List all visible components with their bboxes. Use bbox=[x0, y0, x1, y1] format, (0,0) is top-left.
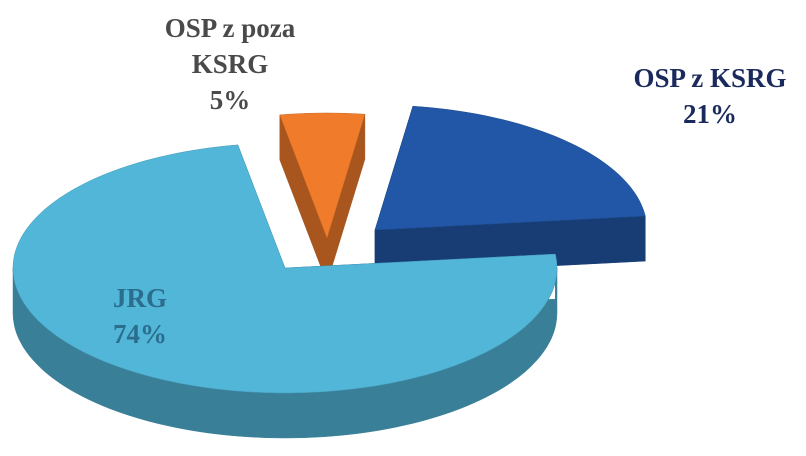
slice bbox=[374, 105, 646, 231]
slice-label: OSP z poza KSRG 5% bbox=[140, 10, 320, 118]
value-label: 21% bbox=[683, 99, 737, 129]
category-label: OSP z poza KSRG bbox=[164, 13, 296, 79]
slice-label: OSP z KSRG 21% bbox=[590, 60, 806, 132]
slice-label: JRG 74% bbox=[40, 280, 240, 352]
category-label: JRG bbox=[113, 283, 167, 313]
value-label: 74% bbox=[113, 319, 167, 349]
slice bbox=[12, 144, 558, 394]
slice bbox=[279, 112, 366, 239]
value-label: 5% bbox=[209, 85, 251, 115]
category-label: OSP z KSRG bbox=[633, 63, 787, 93]
